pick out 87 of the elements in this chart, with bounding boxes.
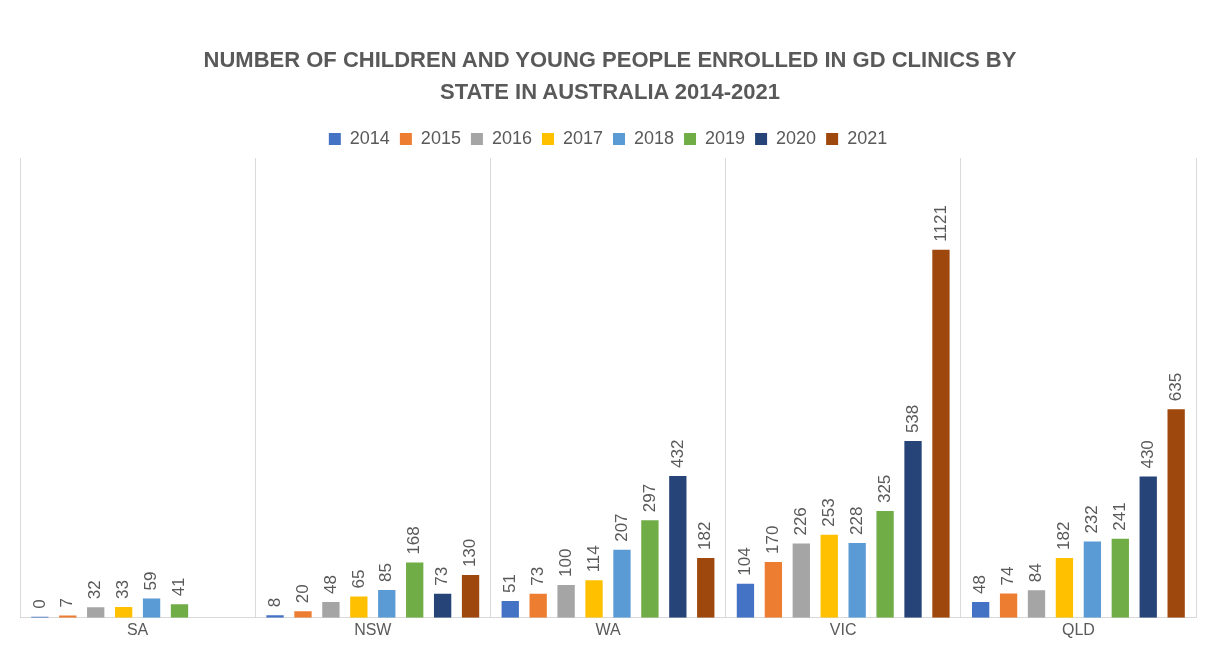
data-label: 73: [527, 566, 547, 586]
data-label: 41: [169, 577, 189, 597]
bar: [876, 511, 894, 618]
bar: [378, 589, 396, 618]
data-label: 182: [1054, 521, 1074, 551]
data-label: 228: [846, 506, 866, 535]
data-label: 48: [970, 575, 990, 595]
x-tick-label: VIC: [829, 620, 857, 638]
bar: [792, 543, 810, 618]
bar: [641, 520, 659, 618]
bar: [461, 575, 480, 618]
data-label: 325: [874, 474, 894, 504]
data-label: 0: [29, 599, 49, 609]
data-label: 73: [432, 566, 452, 586]
bar: [501, 601, 519, 618]
bar: [932, 249, 950, 618]
x-tick-label: QLD: [1061, 620, 1095, 638]
bar: [736, 583, 755, 618]
data-label: 432: [667, 439, 687, 468]
legend-label: 2019: [705, 127, 746, 148]
data-label: 7: [57, 598, 77, 608]
x-tick-label: SA: [126, 620, 149, 638]
data-label: 85: [376, 562, 396, 582]
bar: [848, 542, 866, 618]
bar: [294, 611, 312, 618]
bar: [820, 534, 838, 618]
data-label: 48: [320, 575, 340, 595]
legend-label: 2020: [776, 127, 817, 148]
data-label: 59: [141, 571, 161, 591]
data-label: 430: [1137, 440, 1157, 469]
data-label: 1121: [930, 205, 950, 242]
bar: [350, 596, 368, 618]
data-label: 207: [611, 513, 631, 542]
bar: [613, 549, 631, 618]
bar: [87, 607, 105, 618]
bar: [1083, 541, 1102, 618]
data-label: 20: [292, 584, 312, 604]
data-label: 104: [735, 547, 755, 576]
bar: [971, 602, 990, 618]
bar: [904, 441, 922, 618]
bar: [406, 562, 424, 618]
bar: [1055, 558, 1074, 618]
data-label: 33: [113, 580, 133, 599]
bar: [433, 593, 452, 618]
data-label: 241: [1109, 502, 1129, 531]
data-label: 538: [902, 404, 922, 434]
bar: [697, 558, 715, 618]
legend-label: 2014: [349, 127, 390, 148]
bar: [999, 593, 1018, 618]
data-label: 253: [818, 498, 838, 527]
data-label: 8: [264, 597, 284, 608]
bar: [585, 580, 603, 618]
data-label: 114: [583, 545, 603, 573]
bar: [170, 604, 189, 618]
data-label: 170: [763, 525, 783, 554]
legend-label: 2017: [562, 127, 603, 148]
bar: [322, 602, 340, 618]
x-tick-label: WA: [595, 620, 621, 638]
data-label: 74: [998, 566, 1018, 586]
bar: [669, 475, 687, 618]
data-label: 232: [1082, 505, 1102, 534]
legend-label: 2018: [634, 127, 675, 148]
data-label: 32: [85, 580, 105, 600]
data-label: 182: [695, 521, 715, 551]
bar: [114, 606, 133, 618]
data-label: 635: [1165, 372, 1185, 402]
bar: [529, 593, 547, 618]
data-label: 51: [499, 574, 519, 594]
bar: [142, 598, 161, 618]
bar: [764, 561, 783, 618]
legend-label: 2016: [491, 127, 532, 148]
data-label: 65: [348, 569, 368, 589]
bar: [1139, 476, 1157, 618]
legend-label: 2021: [847, 127, 888, 148]
bar: [1167, 409, 1185, 618]
data-label: 84: [1026, 563, 1046, 583]
bar: [1111, 538, 1129, 618]
x-tick-label: NSW: [354, 620, 393, 638]
chart-title: NUMBER OF CHILDREN AND YOUNG PEOPLE ENROLLED IN GD CLINICS BY STATE IN AUSTRALIA 2014-2021: [202, 46, 1018, 106]
data-label: 130: [460, 538, 480, 568]
bar: [1027, 590, 1046, 618]
data-label: 168: [404, 526, 424, 555]
legend-label: 2015: [420, 127, 461, 148]
bar: [557, 584, 575, 618]
data-label: 297: [639, 483, 659, 513]
data-label: 226: [790, 507, 810, 536]
data-label: 100: [555, 548, 575, 577]
